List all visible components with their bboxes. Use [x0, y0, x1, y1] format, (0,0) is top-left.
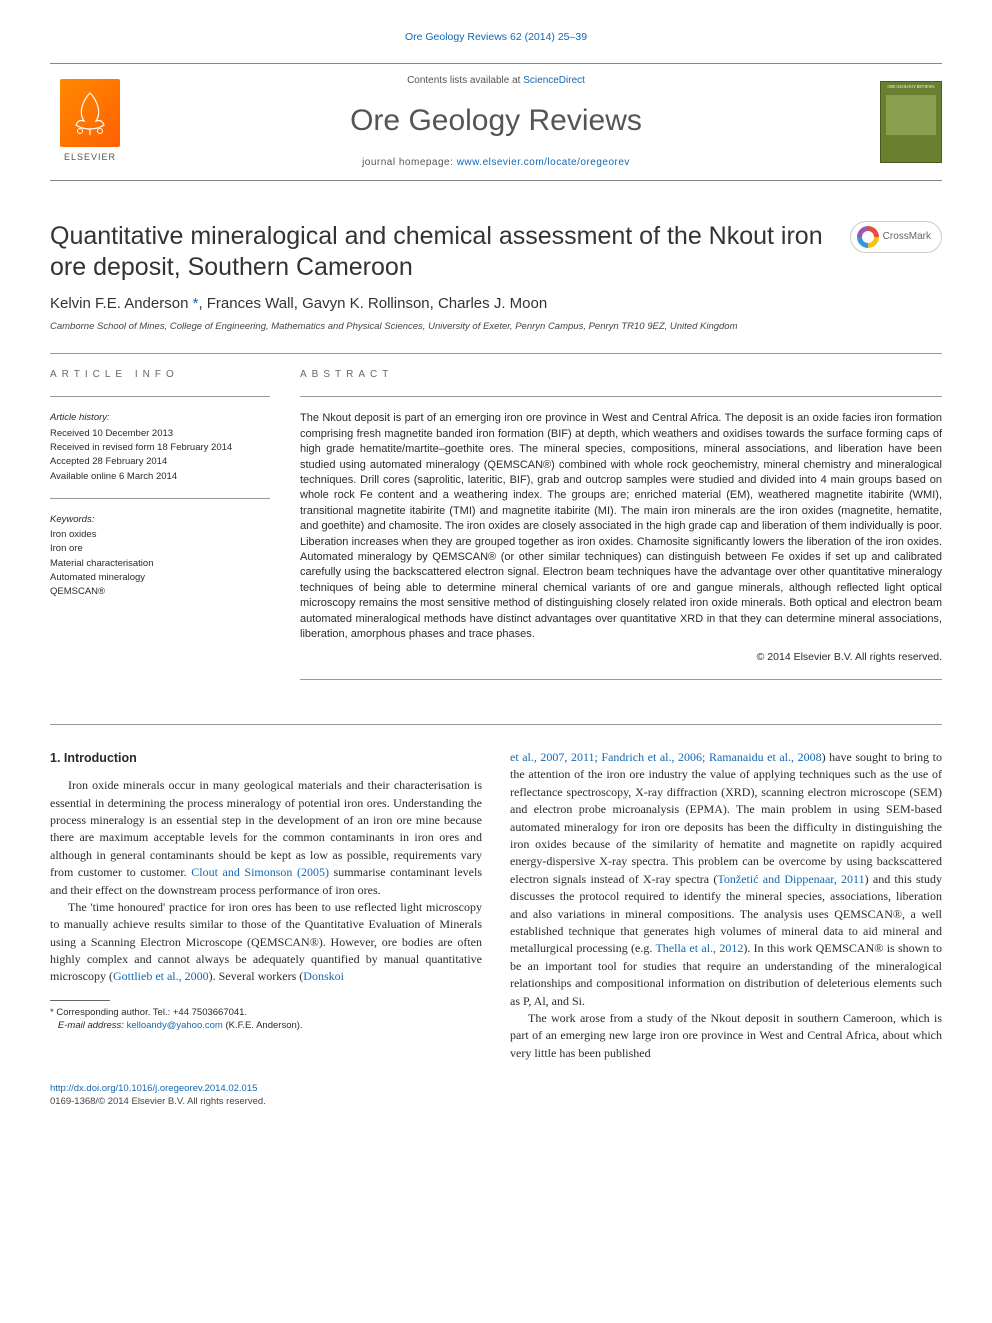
abstract-label: abstract [300, 368, 942, 382]
info-abstract-row: article info Article history: Received 1… [50, 368, 942, 694]
article-body: 1. Introduction Iron oxide minerals occu… [50, 749, 942, 1062]
abstract-column: abstract The Nkout deposit is part of an… [300, 368, 942, 694]
cover-image [886, 95, 936, 135]
divider [50, 353, 942, 354]
section-heading: 1. Introduction [50, 749, 482, 767]
body-paragraph: et al., 2007, 2011; Fandrich et al., 200… [510, 749, 942, 1010]
citation-link[interactable]: Ore Geology Reviews 62 (2014) 25–39 [50, 30, 942, 45]
reference-link[interactable]: Tonžetić and Dippenaar, 2011 [717, 872, 864, 886]
history-line: Received 10 December 2013 [50, 427, 270, 441]
cover-block: ORE GEOLOGY REVIEWS [862, 81, 942, 163]
history-line: Accepted 28 February 2014 [50, 455, 270, 469]
keywords-block: Keywords: Iron oxides Iron ore Material … [50, 513, 270, 600]
homepage-prefix: journal homepage: [362, 157, 457, 168]
email-link[interactable]: kelloandy@yahoo.com [127, 1020, 223, 1031]
abstract-text: The Nkout deposit is part of an emerging… [300, 411, 942, 642]
keywords-label: Keywords: [50, 513, 270, 526]
homepage-line: journal homepage: www.elsevier.com/locat… [130, 156, 862, 170]
email-footnote: E-mail address: kelloandy@yahoo.com (K.F… [50, 1020, 482, 1033]
issn-line: 0169-1368/© 2014 Elsevier B.V. All right… [50, 1096, 266, 1107]
contents-prefix: Contents lists available at [407, 75, 523, 86]
elsevier-logo-icon [60, 79, 120, 147]
keyword: Material characterisation [50, 557, 270, 571]
body-paragraph: Iron oxide minerals occur in many geolog… [50, 777, 482, 899]
divider [300, 679, 942, 680]
authors: Kelvin F.E. Anderson *, Frances Wall, Ga… [50, 293, 942, 314]
corresponding-author-footnote: * Corresponding author. Tel.: +44 750366… [50, 1007, 482, 1020]
article-info-column: article info Article history: Received 1… [50, 368, 270, 694]
reference-link[interactable]: Clout and Simonson (2005) [191, 865, 329, 879]
keyword: Iron oxides [50, 528, 270, 542]
abstract-copyright: © 2014 Elsevier B.V. All rights reserved… [300, 650, 942, 665]
masthead-center: Contents lists available at ScienceDirec… [130, 74, 862, 170]
sciencedirect-link[interactable]: ScienceDirect [523, 75, 585, 86]
footer: http://dx.doi.org/10.1016/j.oregeorev.20… [50, 1082, 942, 1109]
history-line: Received in revised form 18 February 201… [50, 441, 270, 455]
divider [50, 396, 270, 397]
reference-link[interactable]: Gottlieb et al., 2000 [113, 969, 209, 983]
journal-title: Ore Geology Reviews [130, 100, 862, 142]
divider [50, 724, 942, 725]
crossmark-icon [857, 226, 879, 248]
history-label: Article history: [50, 411, 270, 424]
publisher-name: ELSEVIER [64, 151, 116, 164]
contents-line: Contents lists available at ScienceDirec… [130, 74, 862, 88]
history-line: Available online 6 March 2014 [50, 470, 270, 484]
reference-link[interactable]: Donskoi [303, 969, 344, 983]
elsevier-tree-icon [70, 89, 110, 137]
crossmark-badge[interactable]: CrossMark [850, 221, 942, 253]
masthead: ELSEVIER Contents lists available at Sci… [50, 63, 942, 181]
cover-title: ORE GEOLOGY REVIEWS [888, 85, 935, 90]
journal-cover-icon: ORE GEOLOGY REVIEWS [880, 81, 942, 163]
article-history: Article history: Received 10 December 20… [50, 411, 270, 483]
publisher-block: ELSEVIER [50, 79, 130, 164]
title-row: Quantitative mineralogical and chemical … [50, 221, 942, 284]
affiliation: Camborne School of Mines, College of Eng… [50, 320, 942, 333]
reference-link[interactable]: et al., 2007, 2011; Fandrich et al., 200… [510, 750, 822, 764]
homepage-link[interactable]: www.elsevier.com/locate/oregeorev [457, 157, 630, 168]
divider [50, 498, 270, 499]
keyword: Iron ore [50, 542, 270, 556]
body-paragraph: The work arose from a study of the Nkout… [510, 1010, 942, 1062]
footnote-separator [50, 1000, 110, 1001]
keyword: QEMSCAN® [50, 585, 270, 599]
doi-link[interactable]: http://dx.doi.org/10.1016/j.oregeorev.20… [50, 1083, 257, 1094]
reference-link[interactable]: Thella et al., 2012 [655, 941, 743, 955]
body-paragraph: The 'time honoured' practice for iron or… [50, 899, 482, 986]
keyword: Automated mineralogy [50, 571, 270, 585]
divider [300, 396, 942, 397]
article-info-label: article info [50, 368, 270, 382]
article-title: Quantitative mineralogical and chemical … [50, 221, 830, 284]
crossmark-label: CrossMark [883, 230, 931, 244]
